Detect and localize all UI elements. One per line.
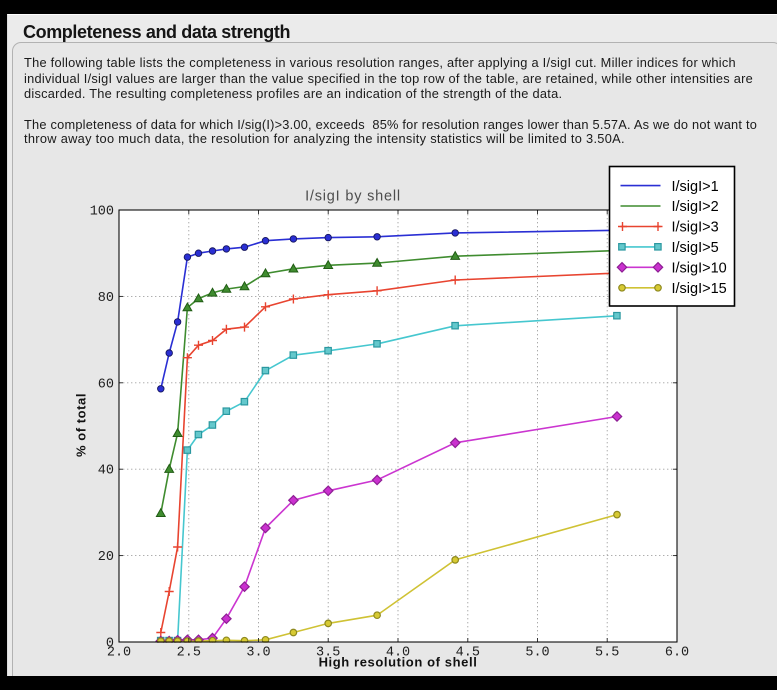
svg-text:0: 0 (106, 637, 114, 652)
svg-text:4.5: 4.5 (456, 646, 480, 661)
svg-text:4.0: 4.0 (386, 646, 410, 661)
svg-text:I/sigI>1: I/sigI>1 (672, 179, 719, 195)
svg-text:6.0: 6.0 (665, 646, 689, 661)
svg-text:100: 100 (90, 205, 114, 220)
svg-text:I/sigI by shell: I/sigI by shell (305, 189, 401, 205)
svg-text:I/sigI>3: I/sigI>3 (672, 220, 719, 236)
svg-text:2.0: 2.0 (107, 646, 131, 661)
svg-text:3.5: 3.5 (316, 646, 340, 661)
svg-text:40: 40 (98, 464, 114, 479)
svg-text:I/sigI>10: I/sigI>10 (672, 261, 727, 277)
svg-text:I/sigI>2: I/sigI>2 (672, 199, 719, 215)
svg-text:% of total: % of total (74, 393, 89, 457)
svg-text:2.5: 2.5 (177, 646, 201, 661)
svg-text:3.0: 3.0 (246, 646, 270, 661)
svg-text:5.0: 5.0 (525, 646, 549, 661)
svg-text:High resolution of shell: High resolution of shell (319, 655, 478, 670)
svg-text:80: 80 (98, 291, 114, 306)
svg-text:5.5: 5.5 (595, 646, 619, 661)
svg-text:60: 60 (98, 377, 114, 392)
svg-text:20: 20 (98, 550, 114, 565)
svg-text:I/sigI>5: I/sigI>5 (672, 240, 719, 256)
svg-text:I/sigI>15: I/sigI>15 (672, 281, 727, 297)
